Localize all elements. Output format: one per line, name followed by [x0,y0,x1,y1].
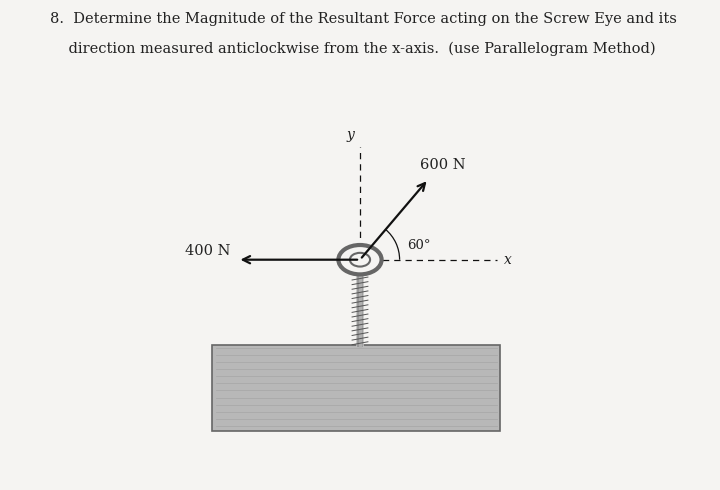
Text: 8.  Determine the Magnitude of the Resultant Force acting on the Screw Eye and i: 8. Determine the Magnitude of the Result… [50,12,678,26]
Text: y: y [347,128,354,142]
Text: 60°: 60° [407,239,431,252]
Text: 600 N: 600 N [420,158,466,172]
Circle shape [350,253,370,267]
Text: 400 N: 400 N [185,244,230,258]
Text: x: x [504,253,512,267]
Bar [212,345,500,431]
Text: direction measured anticlockwise from the x-axis.  (use Parallelogram Method): direction measured anticlockwise from th… [50,42,656,56]
Circle shape [341,247,379,272]
